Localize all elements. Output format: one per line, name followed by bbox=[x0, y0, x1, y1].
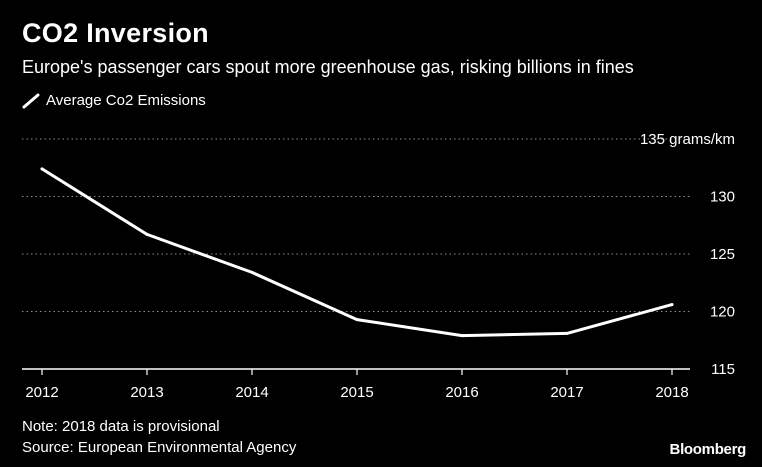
y-tick-label: 135 grams/km bbox=[640, 131, 735, 148]
x-tick-label: 2017 bbox=[550, 384, 583, 401]
data-point bbox=[355, 318, 359, 322]
footnote: Note: 2018 data is provisional bbox=[22, 418, 220, 435]
bloomberg-logo: Bloomberg bbox=[669, 441, 747, 458]
y-tick-label: 130 bbox=[710, 189, 735, 206]
legend-label: Average Co2 Emissions bbox=[46, 92, 206, 109]
x-tick-label: 2018 bbox=[655, 384, 688, 401]
x-tick-label: 2015 bbox=[340, 384, 373, 401]
x-tick-label: 2013 bbox=[130, 384, 163, 401]
data-point bbox=[670, 303, 674, 307]
chart-subtitle: Europe's passenger cars spout more green… bbox=[22, 57, 634, 77]
data-point bbox=[250, 270, 254, 274]
x-tick-label: 2014 bbox=[235, 384, 268, 401]
source-note: Source: European Environmental Agency bbox=[22, 439, 297, 456]
data-point bbox=[565, 331, 569, 335]
chart-title: CO2 Inversion bbox=[22, 18, 209, 48]
legend: Average Co2 Emissions bbox=[22, 92, 206, 109]
x-tick-label: 2012 bbox=[25, 384, 58, 401]
series-line-average-co2 bbox=[40, 167, 674, 338]
data-point bbox=[460, 334, 464, 338]
data-point bbox=[145, 232, 149, 236]
data-point bbox=[40, 167, 44, 171]
y-tick-label: 120 bbox=[710, 304, 735, 321]
y-tick-label: 125 bbox=[710, 246, 735, 263]
x-tick-label: 2016 bbox=[445, 384, 478, 401]
y-tick-label: 115 bbox=[711, 361, 735, 378]
legend-line-icon bbox=[22, 93, 40, 108]
